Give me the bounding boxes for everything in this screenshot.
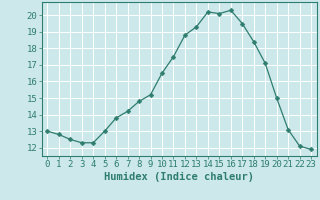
X-axis label: Humidex (Indice chaleur): Humidex (Indice chaleur) (104, 172, 254, 182)
